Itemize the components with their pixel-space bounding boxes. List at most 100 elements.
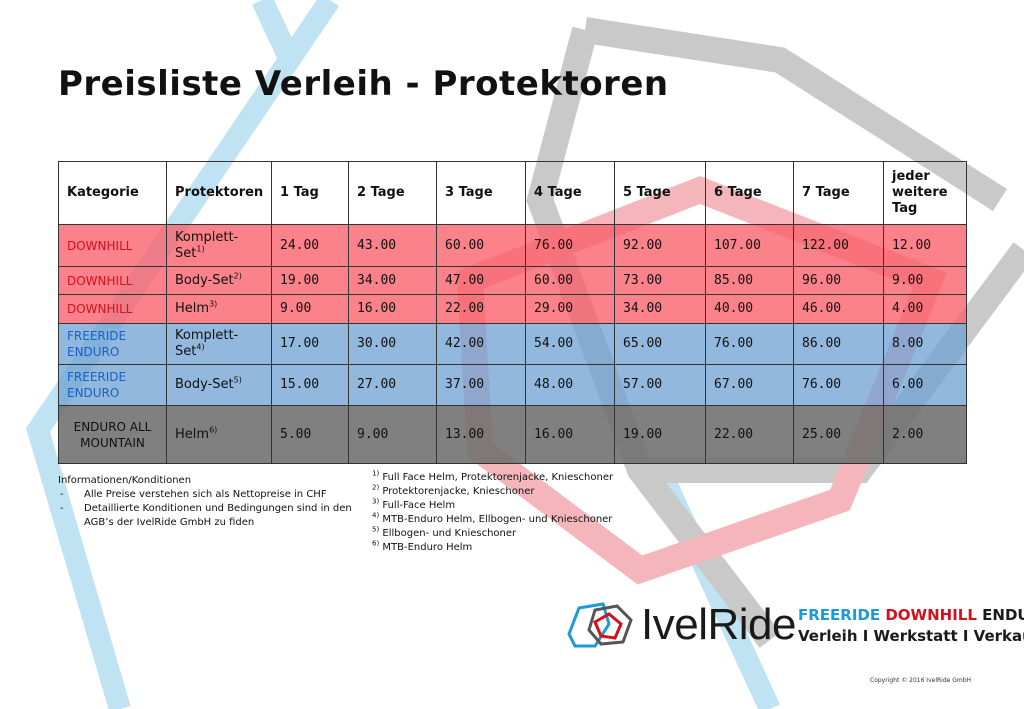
footnote: 2) Protektorenjacke, Knieschoner [372,483,613,499]
column-header: jeder weitere Tag [883,161,967,225]
price-cell: 92.00 [614,224,706,267]
list-item: Alle Preise verstehen sich als Nettoprei… [58,488,358,502]
item-cell: Helm3) [166,294,272,324]
price-cell: 34.00 [348,266,437,295]
price-cell: 37.00 [436,364,526,406]
footnote-text: Protektorenjacke, Knieschoner [382,486,535,497]
footnote: 6) MTB-Enduro Helm [372,540,613,555]
page-title: Preisliste Verleih - Protektoren [58,64,669,104]
price-cell: 47.00 [436,266,526,295]
item-cell: Helm6) [166,405,272,464]
table-row: DOWNHILL Helm3) 9.00 16.00 22.00 29.00 3… [58,294,967,324]
footnote-mark: 1) [372,469,380,478]
price-cell: 9.00 [883,266,967,295]
hexagon-logo-icon [567,602,633,648]
price-cell: 4.00 [883,294,967,324]
list-item: Detaillierte Konditionen und Bedingungen… [58,502,358,530]
company-logo: IvelRide FREERIDE DOWNHILL ENDURO Verlei… [565,596,1024,656]
price-cell: 29.00 [525,294,615,324]
footnote-mark: 4) [372,511,380,520]
category-cell: FREERIDE ENDURO [58,364,167,406]
footnote-ref: 6) [209,425,218,435]
price-cell: 85.00 [705,266,794,295]
conditions-block: Informationen/Konditionen Alle Preise ve… [58,474,358,530]
footnote: 3) Full-Face Helm [372,498,613,513]
price-cell: 17.00 [271,323,349,365]
column-header: 1 Tag [271,161,349,225]
price-table: Kategorie Protektoren 1 Tag 2 Tage 3 Tag… [58,161,967,464]
price-cell: 30.00 [348,323,437,365]
price-cell: 22.00 [436,294,526,324]
footnote-mark: 5) [372,525,380,534]
price-cell: 40.00 [705,294,794,324]
footnote-text: Full-Face Helm [382,500,456,511]
price-cell: 96.00 [793,266,884,295]
table-row: ENDURO ALL MOUNTAIN Helm6) 5.00 9.00 13.… [58,405,967,464]
footnote-text: MTB-Enduro Helm, Ellbogen- und Knieschon… [382,514,613,525]
category-cell: ENDURO ALL MOUNTAIN [58,405,167,464]
footnote-text: Ellbogen- und Knieschoner [382,528,517,539]
footnote-mark: 2) [372,483,380,492]
footnote-ref: 3) [209,299,218,309]
price-cell: 57.00 [614,364,706,406]
price-cell: 60.00 [436,224,526,267]
item-label: Komplett-Set [175,229,239,261]
price-cell: 6.00 [883,364,967,406]
table-row: DOWNHILL Body-Set2) 19.00 34.00 47.00 60… [58,266,967,295]
footnote: 5) Ellbogen- und Knieschoner [372,525,613,541]
brand-categories: FREERIDE DOWNHILL ENDURO [798,606,1024,624]
price-cell: 16.00 [525,405,615,464]
price-cell: 16.00 [348,294,437,324]
conditions-heading: Informationen/Konditionen [58,475,192,486]
category-cell: DOWNHILL [58,224,167,267]
tag-downhill: DOWNHILL [885,606,977,624]
price-cell: 42.00 [436,323,526,365]
column-header: 3 Tage [436,161,526,225]
price-cell: 2.00 [883,405,967,464]
footnotes: 1) Full Face Helm, Protektorenjacke, Kni… [372,469,614,555]
table-row: FREERIDE ENDURO Komplett-Set4) 17.00 30.… [58,323,967,365]
brand-name: IvelRide [641,600,796,649]
copyright: Copyright © 2016 IvelRide GmbH [870,677,972,684]
footnote-ref: 2) [233,271,242,281]
price-cell: 73.00 [614,266,706,295]
category-cell: DOWNHILL [58,294,167,324]
price-cell: 46.00 [793,294,884,324]
price-cell: 60.00 [525,266,615,295]
footnote-text: Full Face Helm, Protektorenjacke, Kniesc… [382,472,614,483]
price-cell: 65.00 [614,323,706,365]
price-cell: 8.00 [883,323,967,365]
brand-tagline: Verleih I Werkstatt I Verkauf [798,627,1024,645]
item-label: Helm [175,426,210,442]
item-label: Body-Set [175,272,234,288]
column-header: 7 Tage [793,161,884,225]
footnote: 1) Full Face Helm, Protektorenjacke, Kni… [372,469,614,485]
price-cell: 122.00 [793,224,884,267]
category-cell: FREERIDE ENDURO [58,323,167,365]
price-cell: 19.00 [614,405,706,464]
price-cell: 43.00 [348,224,437,267]
item-label: Body-Set [175,377,234,392]
price-cell: 25.00 [793,405,884,464]
item-label: Helm [175,301,210,316]
item-label: Komplett-Set [175,328,239,359]
column-header: 5 Tage [614,161,706,225]
column-header: Kategorie [58,161,167,225]
price-cell: 54.00 [525,323,615,365]
tag-enduro: ENDURO [982,606,1024,624]
price-cell: 76.00 [793,364,884,406]
price-cell: 12.00 [883,224,967,267]
footnote-ref: 4) [196,342,205,352]
table-row: FREERIDE ENDURO Body-Set5) 15.00 27.00 3… [58,364,967,406]
price-cell: 22.00 [705,405,794,464]
price-cell: 13.00 [436,405,526,464]
column-header: 2 Tage [348,161,437,225]
price-cell: 15.00 [271,364,349,406]
price-cell: 9.00 [271,294,349,324]
item-cell: Komplett-Set4) [166,323,272,365]
price-cell: 67.00 [705,364,794,406]
price-cell: 107.00 [705,224,794,267]
price-cell: 24.00 [271,224,349,267]
footnote: 4) MTB-Enduro Helm, Ellbogen- und Kniesc… [372,511,613,527]
footnote-ref: 1) [196,244,205,254]
